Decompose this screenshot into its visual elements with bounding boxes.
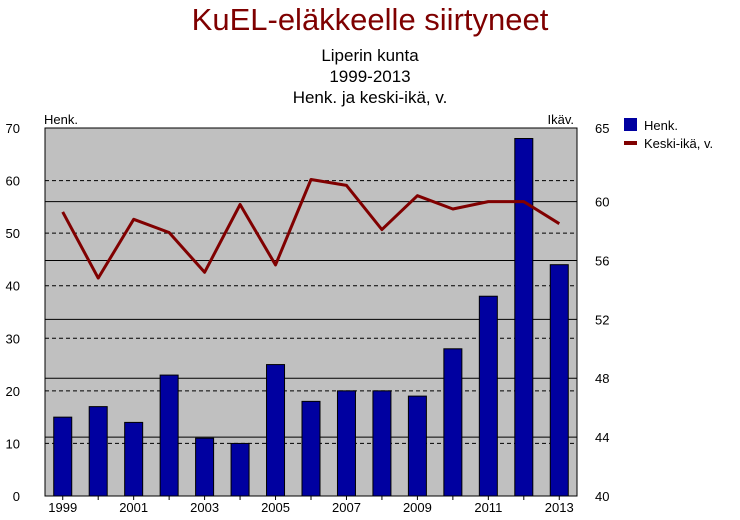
legend-swatch-henk — [624, 118, 637, 131]
chart-subtitle-1: Liperin kunta — [321, 46, 419, 65]
legend-label-keski-ika: Keski-ikä, v. — [644, 136, 713, 151]
bar-2010 — [443, 348, 463, 497]
chart-title: KuEL-eläkkeelle siirtyneet — [191, 2, 549, 37]
legend-label-henk: Henk. — [644, 118, 678, 133]
legend-swatch-keski-ika — [624, 141, 637, 145]
bar-2012 — [514, 138, 534, 497]
bar-2007 — [336, 390, 356, 497]
x-tick-label-2007: 2007 — [332, 500, 361, 515]
x-tick-label-2011: 2011 — [474, 500, 502, 515]
axis-ticks: 0 10 20 30 40 50 60 70 40 44 48 52 56 60 65 1999 2001 200… — [6, 121, 610, 515]
bar-2006 — [301, 400, 321, 497]
right-tick-label-1: 44 — [595, 430, 609, 445]
bar-1999 — [53, 416, 73, 497]
bar-2009 — [407, 395, 427, 497]
left-tick-label-7: 70 — [6, 121, 20, 136]
right-tick-label-4: 56 — [595, 253, 609, 268]
bar-2008 — [372, 390, 392, 497]
x-tick-label-1999: 1999 — [48, 500, 77, 515]
chart-subtitle-2: 1999-2013 — [329, 67, 411, 86]
bar-series — [53, 138, 569, 497]
x-tick-label-2009: 2009 — [403, 500, 432, 515]
x-tick-label-2001: 2001 — [119, 500, 148, 515]
x-tick-label-2003: 2003 — [190, 500, 219, 515]
left-tick-label-3: 30 — [6, 331, 20, 346]
bar-2013 — [549, 264, 569, 497]
left-tick-label-1: 10 — [6, 436, 20, 451]
bar-2002 — [159, 374, 179, 497]
right-axis-label: Ikäv. — [548, 112, 575, 127]
right-tick-label-2: 48 — [595, 371, 609, 386]
left-tick-label-5: 50 — [6, 226, 20, 241]
x-tick-label-2013: 2013 — [545, 500, 574, 515]
right-tick-label-5: 60 — [595, 195, 609, 210]
left-tick-label-6: 60 — [6, 174, 20, 189]
bar-2003 — [195, 437, 215, 497]
chart-subtitle-3: Henk. ja keski-ikä, v. — [292, 88, 448, 107]
left-tick-label-0: 0 — [13, 489, 20, 504]
bar-2011 — [478, 295, 498, 497]
bar-2000 — [88, 406, 108, 497]
right-tick-label-3: 52 — [595, 312, 609, 327]
right-tick-label-6: 65 — [595, 121, 609, 136]
left-tick-label-4: 40 — [6, 279, 20, 294]
x-tick-label-2005: 2005 — [261, 500, 290, 515]
line-series-keski-ika — [61, 178, 561, 280]
bar-2001 — [124, 421, 144, 497]
left-axis-label: Henk. — [44, 112, 78, 127]
right-tick-label-0: 40 — [595, 489, 609, 504]
bar-2004 — [230, 442, 250, 497]
bar-2005 — [266, 364, 286, 497]
legend: Henk. Keski-ikä, v. — [624, 118, 713, 151]
left-tick-label-2: 20 — [6, 384, 20, 399]
